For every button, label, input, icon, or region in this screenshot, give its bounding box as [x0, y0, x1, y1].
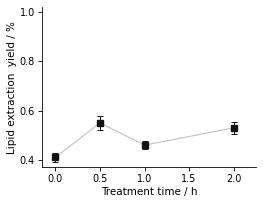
X-axis label: Treatment time / h: Treatment time / h: [101, 187, 197, 197]
Y-axis label: Lipid extraction  yield / %: Lipid extraction yield / %: [7, 21, 17, 154]
